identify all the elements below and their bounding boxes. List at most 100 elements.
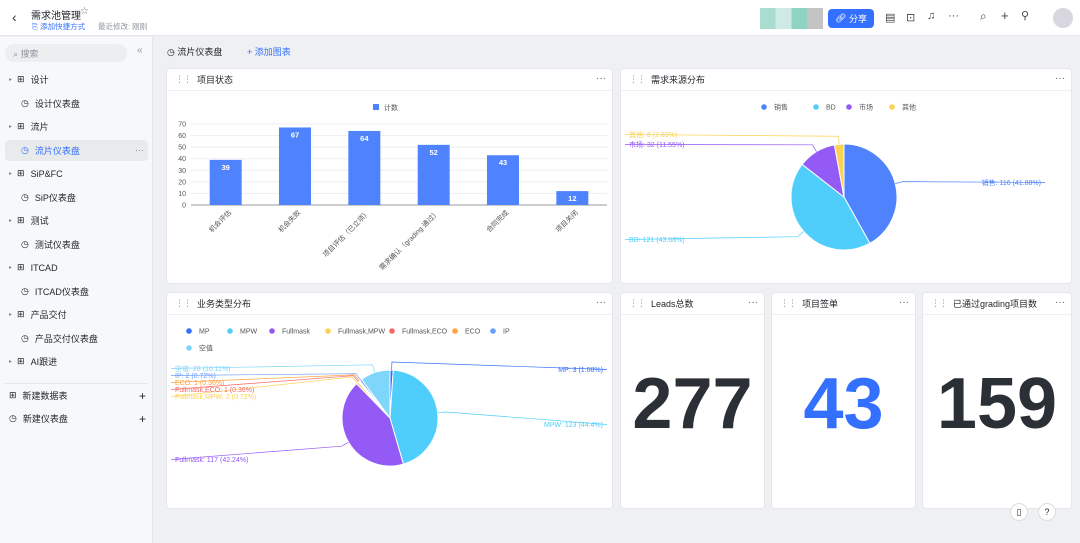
- search-icon[interactable]: ⌕: [980, 9, 987, 23]
- bar: [417, 144, 450, 205]
- card-grading-passed[interactable]: ⋮⋮ 已通过grading项目数 ··· 159: [922, 292, 1072, 509]
- sidebar-item[interactable]: ▸ ⊞ 产品交付: [5, 304, 148, 325]
- collaborator-avatars[interactable]: [760, 8, 823, 29]
- more-icon[interactable]: ···: [596, 73, 606, 84]
- bar-chart: 计数 0 10 20 30 40 50 60 70 39 机会评估 67 机会失败 64 项目评估（已立项）…: [178, 103, 607, 272]
- table-icon: ⊞: [17, 215, 25, 225]
- sidebar-item[interactable]: ▸ ⊞ 测试: [5, 210, 148, 231]
- metric-value: 43: [803, 364, 884, 444]
- bar-value-label: 67: [291, 130, 299, 139]
- y-tick-label: 40: [178, 156, 186, 163]
- star-icon[interactable]: ☆: [80, 6, 89, 17]
- expand-arrow-icon[interactable]: ▸: [9, 77, 13, 83]
- card-source-distribution[interactable]: ⋮⋮ 需求来源分布 ··· 销售 BD 市场 其他 销售: 116 (41.88%) BD:…: [620, 68, 1072, 284]
- form-icon[interactable]: ▤: [885, 12, 896, 24]
- plus-icon[interactable]: +: [138, 411, 146, 426]
- expand-arrow-icon[interactable]: ▸: [9, 359, 13, 365]
- sidebar-item[interactable]: ▸ ⊞ 流片: [5, 116, 148, 137]
- expand-arrow-icon[interactable]: ▸: [9, 218, 13, 224]
- card-signed[interactable]: ⋮⋮ 项目签单 ··· 43: [771, 292, 916, 509]
- expand-arrow-icon[interactable]: ▸: [9, 124, 13, 130]
- drag-handle-icon[interactable]: ⋮⋮: [175, 74, 192, 84]
- slice-label: 市场: 32 (11.55%): [629, 140, 685, 149]
- legend-label: Fullmask,ECO: [402, 329, 448, 336]
- bell-icon[interactable]: ♫: [927, 10, 936, 22]
- new-dashboard-item[interactable]: ◷ 新建仪表盘 +: [5, 408, 148, 429]
- leader-line: [624, 144, 817, 152]
- y-tick-label: 30: [178, 168, 186, 175]
- sidebar-item[interactable]: ◷ 产品交付仪表盘: [5, 328, 148, 349]
- sidebar-item[interactable]: ▸ ⊞ 设计: [5, 69, 148, 90]
- legend-label: ECO: [465, 329, 481, 336]
- x-tick-label: 项目关闭: [554, 208, 580, 234]
- more-icon[interactable]: ···: [1055, 73, 1065, 84]
- x-tick-label: 合同完成: [484, 208, 510, 234]
- card-title: 项目签单: [802, 299, 839, 309]
- legend-label: 其他: [902, 103, 916, 112]
- new-table-item[interactable]: ⊞ 新建数据表 +: [5, 385, 148, 406]
- plus-icon[interactable]: +: [1001, 8, 1009, 23]
- card-leads-total[interactable]: ⋮⋮ Leads总数 ··· 277: [620, 292, 765, 509]
- add-shortcut-label: 添加快捷方式: [40, 22, 86, 31]
- plus-icon[interactable]: +: [138, 388, 146, 403]
- more-icon[interactable]: ···: [948, 10, 959, 22]
- expand-arrow-icon[interactable]: ▸: [9, 171, 13, 177]
- sidebar-item[interactable]: ▸ ⊞ ITCAD: [5, 257, 148, 278]
- drag-handle-icon[interactable]: ⋮⋮: [629, 298, 646, 308]
- slice-label: ECO: 1 (0.36%): [175, 380, 224, 387]
- metric-value: 159: [936, 364, 1058, 444]
- sidebar-item[interactable]: ◷ 流片仪表盘 ···: [5, 139, 148, 161]
- more-icon[interactable]: ···: [899, 297, 909, 308]
- drag-handle-icon[interactable]: ⋮⋮: [780, 298, 797, 308]
- legend-label: 销售: [774, 103, 788, 112]
- card-business-type[interactable]: ⋮⋮ 业务类型分布 ··· MP MPW Fullmask Fullmask,MPW Fu…: [166, 292, 613, 509]
- drag-handle-icon[interactable]: ⋮⋮: [175, 298, 192, 308]
- sidebar-item[interactable]: ▸ ⊞ AI跟进: [5, 351, 148, 372]
- more-icon[interactable]: ···: [748, 297, 758, 308]
- add-chart-button[interactable]: + 添加图表: [247, 47, 291, 57]
- search-input[interactable]: ⌕ 搜索: [5, 44, 127, 62]
- doc-icon[interactable]: ▯: [1010, 503, 1028, 521]
- location-icon[interactable]: ⚲: [1021, 10, 1030, 22]
- sidebar-item[interactable]: ▸ ⊞ SiP&FC: [5, 163, 148, 184]
- sidebar-item[interactable]: ◷ SiP仪表盘: [5, 187, 148, 208]
- card-project-status[interactable]: ⋮⋮ 项目状态 ··· 计数 0 10 20 30 40 50 60 70 39 机会评估 67 机会失败…: [166, 68, 613, 284]
- legend-label: 市场: [859, 103, 873, 112]
- more-icon[interactable]: ···: [596, 297, 606, 308]
- more-icon[interactable]: ···: [1055, 297, 1065, 308]
- pie-slice: [341, 382, 405, 467]
- leader-line: [170, 364, 376, 373]
- sidebar-item[interactable]: ◷ 设计仪表盘: [5, 93, 148, 114]
- expand-arrow-icon[interactable]: ▸: [9, 265, 13, 271]
- sidebar-item-label: 产品交付: [30, 310, 67, 320]
- leader-line: [895, 181, 1046, 184]
- drag-handle-icon[interactable]: ⋮⋮: [931, 298, 948, 308]
- legend-label: BD: [826, 105, 836, 112]
- doc-title: 需求池管理: [31, 11, 81, 22]
- more-icon[interactable]: ···: [135, 145, 144, 155]
- robot-icon[interactable]: ⊡: [906, 12, 916, 24]
- sidebar-item-label: 设计仪表盘: [34, 98, 80, 109]
- sidebar-item-label: ITCAD仪表盘: [34, 286, 89, 297]
- user-avatar[interactable]: [1053, 8, 1073, 28]
- share-button[interactable]: 🔗︎ 分享: [828, 9, 874, 28]
- y-tick-label: 10: [178, 191, 186, 198]
- leader-line: [170, 374, 360, 383]
- sidebar-item-label: AI跟进: [30, 357, 58, 367]
- sidebar-item[interactable]: ◷ 测试仪表盘: [5, 234, 148, 255]
- sidebar: ⌕ 搜索 « ▸ ⊞ 设计 ◷ 设计仪表盘 ▸ ⊞ 流片 ◷ 流片仪表盘 ··· ▸ ⊞ SiP&FC ◷ S…: [0, 37, 153, 543]
- collapse-sidebar-icon[interactable]: «: [137, 45, 143, 56]
- sidebar-item-label: 产品交付仪表盘: [34, 333, 98, 344]
- pie-slice: [360, 369, 391, 420]
- leader-line: [624, 231, 804, 240]
- back-icon[interactable]: ‹: [12, 9, 17, 25]
- drag-handle-icon[interactable]: ⋮⋮: [629, 74, 646, 84]
- x-tick-label: 项目评估（已立项）: [321, 208, 372, 259]
- help-icon[interactable]: ?: [1038, 503, 1056, 521]
- pie-slice: [843, 143, 898, 244]
- legend-label: Fullmask,MPW: [338, 329, 385, 336]
- pie-chart-business: MP MPW Fullmask Fullmask,MPW Fullmask,ECO ECO…: [170, 328, 608, 467]
- expand-arrow-icon[interactable]: ▸: [9, 312, 13, 318]
- sidebar-item[interactable]: ◷ ITCAD仪表盘: [5, 281, 148, 302]
- add-shortcut-link[interactable]: ⎘ 添加快捷方式: [32, 22, 86, 31]
